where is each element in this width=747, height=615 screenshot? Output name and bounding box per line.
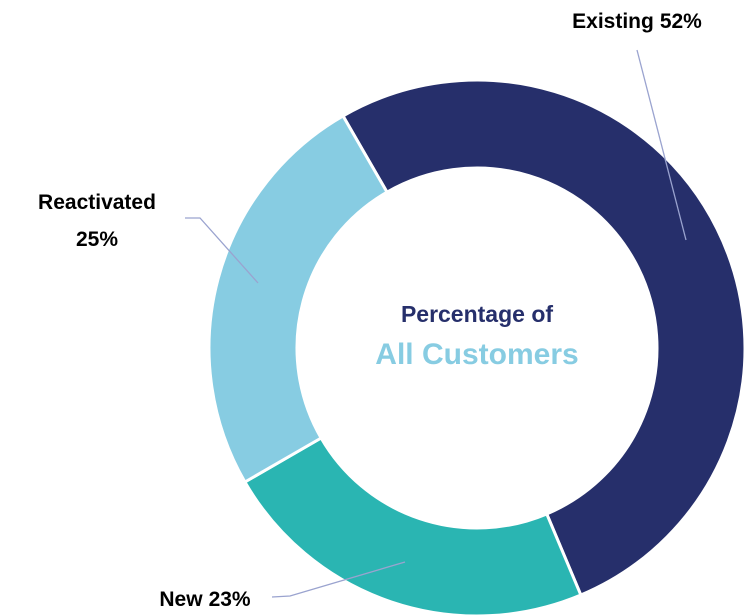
center-subtitle: All Customers bbox=[375, 338, 578, 371]
slice-label: Existing 52% bbox=[572, 10, 702, 33]
donut-slice bbox=[207, 113, 390, 485]
donut-slice bbox=[340, 78, 747, 598]
slice-name: New bbox=[159, 588, 203, 611]
donut-slice bbox=[242, 435, 583, 615]
slice-value: 25% bbox=[76, 228, 118, 251]
slice-value: 23% bbox=[209, 588, 251, 611]
slice-label: Reactivated bbox=[38, 191, 156, 214]
slice-label: New 23% bbox=[159, 588, 251, 611]
leader-line bbox=[185, 217, 259, 284]
center-title: Percentage of bbox=[401, 301, 553, 327]
leader-line bbox=[636, 49, 687, 241]
slice-label: 25% bbox=[76, 228, 118, 251]
slice-value: 52% bbox=[660, 10, 702, 33]
slice-name: Existing bbox=[572, 10, 654, 33]
slice-name: Reactivated bbox=[38, 191, 156, 214]
leader-line bbox=[271, 561, 406, 598]
